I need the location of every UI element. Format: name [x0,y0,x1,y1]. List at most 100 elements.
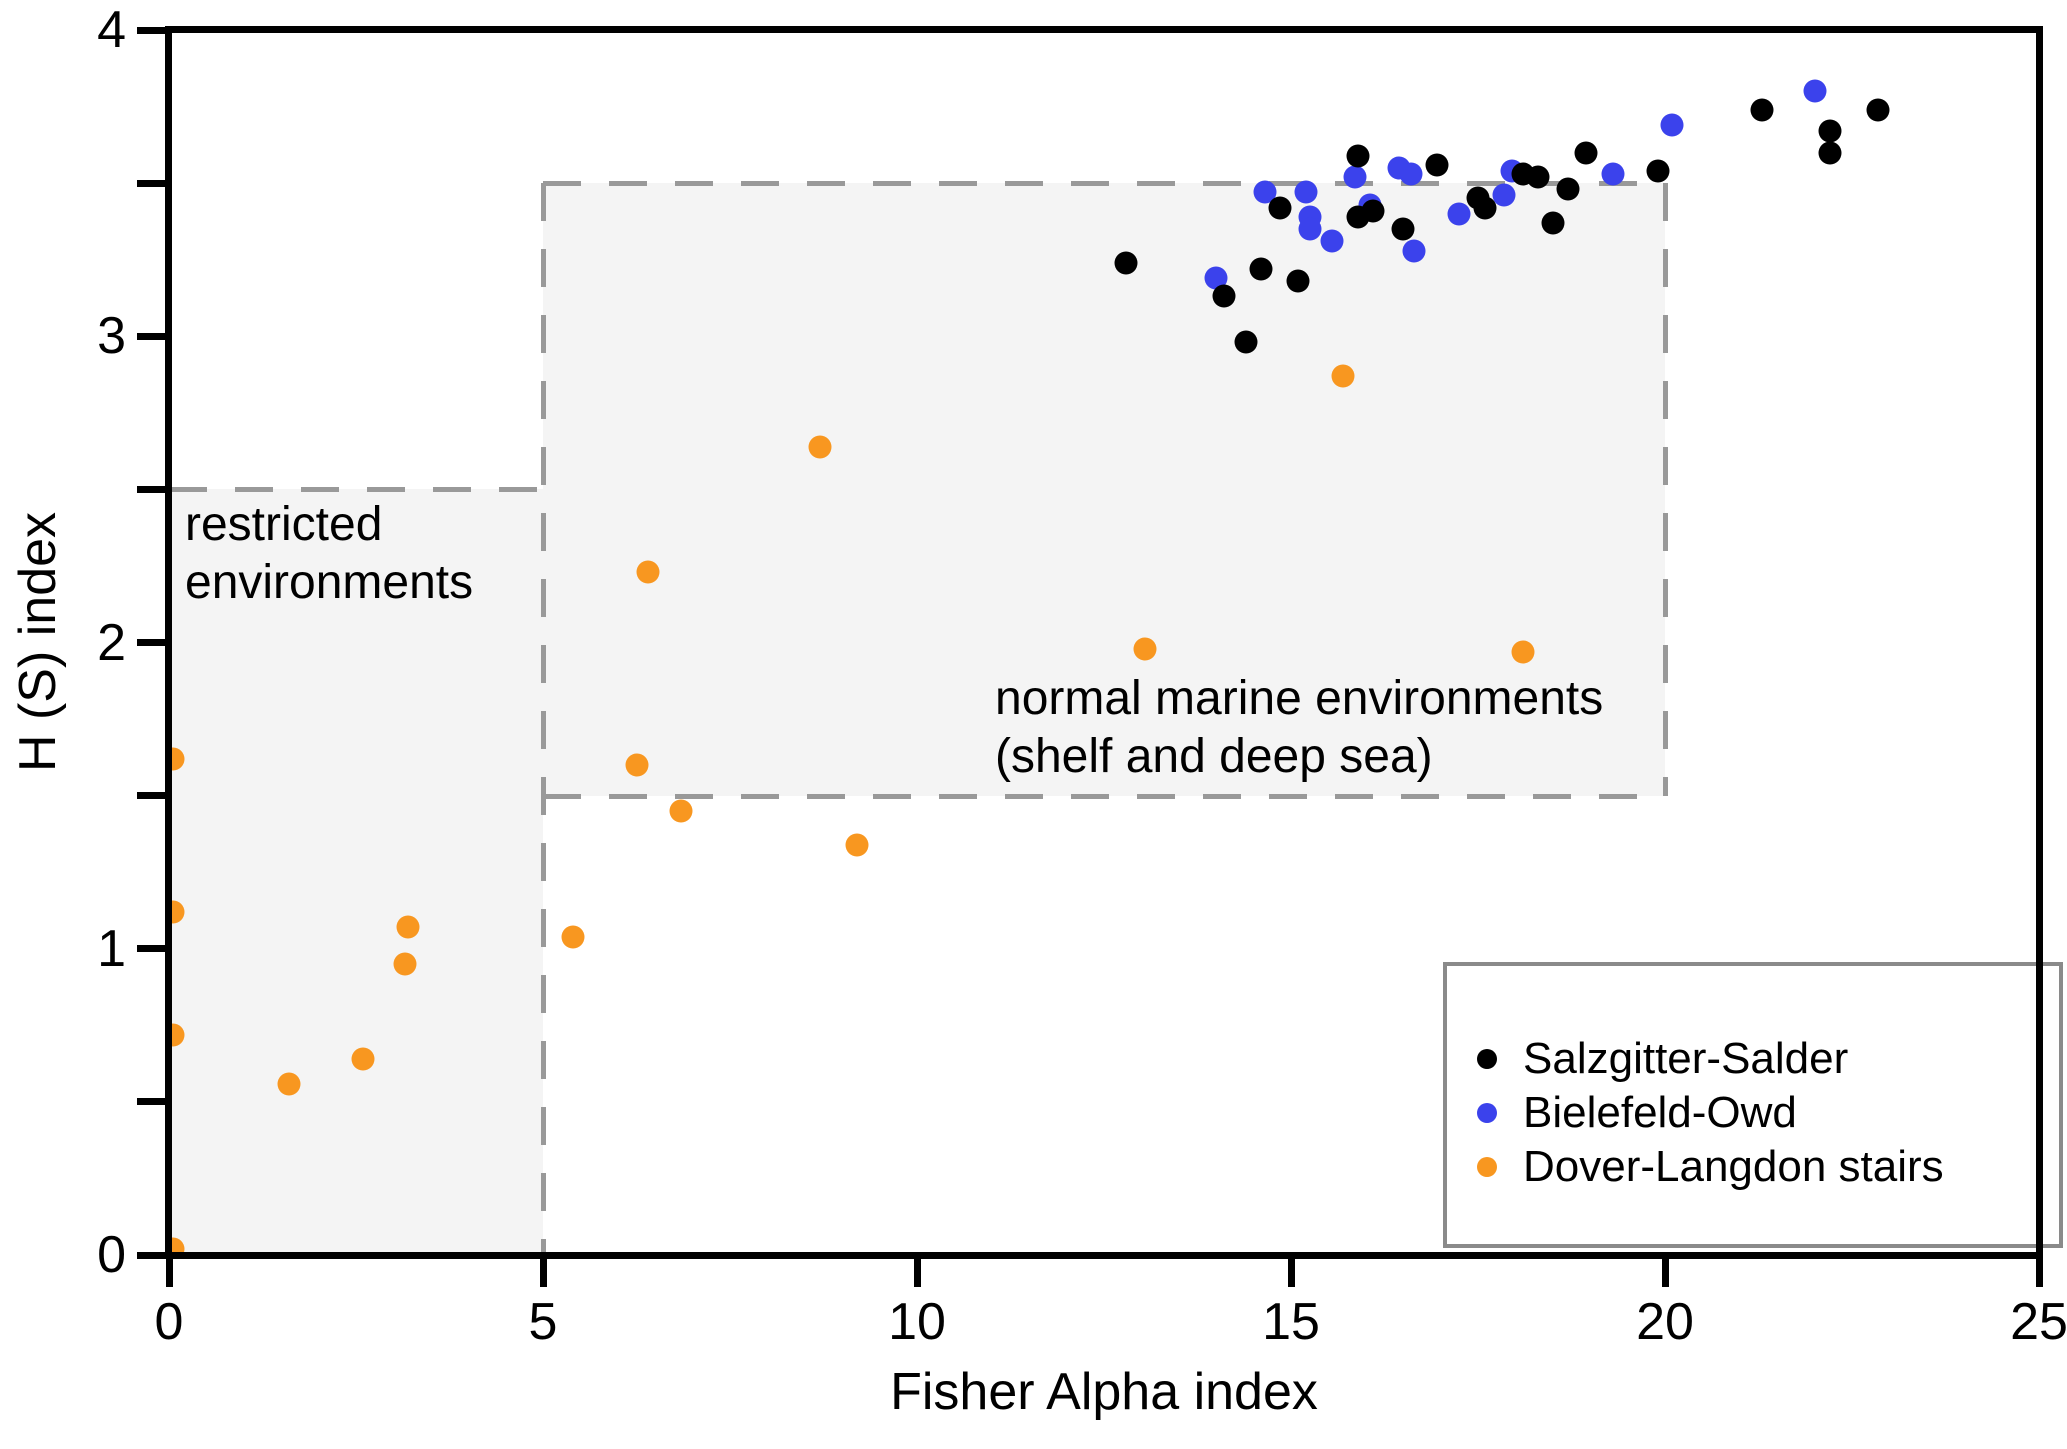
data-point-dover-langdon-stairs [1511,640,1535,664]
data-point-salzgitter-salder [1818,119,1842,143]
legend-item: Salzgitter-Salder [1447,1032,2059,1086]
data-point-bielefeld-owd [1298,217,1322,241]
data-point-dover-langdon-stairs [169,1237,185,1255]
y-tick [137,332,165,340]
data-point-bielefeld-owd [1320,229,1344,253]
legend-item: Dover-Langdon stairs [1447,1140,2059,1194]
x-tick [2035,1259,2043,1287]
data-point-salzgitter-salder [1286,269,1310,293]
data-point-dover-langdon-stairs [1331,364,1355,388]
data-point-salzgitter-salder [1541,211,1565,235]
data-point-bielefeld-owd [1492,183,1516,207]
data-point-bielefeld-owd [1660,113,1684,137]
y-tick-label: 4 [97,1,126,59]
y-tick-label: 2 [97,613,126,672]
data-point-bielefeld-owd [1294,180,1318,204]
data-point-dover-langdon-stairs [808,435,832,458]
x-tick-label: 25 [2010,1293,2067,1351]
data-point-dover-langdon-stairs [351,1047,375,1071]
region-label-line: normal marine environments [995,672,1604,725]
legend-item: Bielefeld-Owd [1447,1086,2059,1140]
data-point-dover-langdon-stairs [1133,637,1157,661]
x-tick-label: 15 [1262,1293,1320,1351]
data-point-salzgitter-salder [1473,196,1497,220]
legend-marker-dot [1477,1049,1497,1069]
data-point-salzgitter-salder [1212,284,1236,308]
region-border-normal-right [1663,183,1668,796]
region-border-vertical-x5 [541,183,546,1255]
x-tick [165,1259,173,1287]
region-border-normal-bottom [543,793,1665,799]
y-tick-label: 1 [97,919,126,978]
data-point-bielefeld-owd [1204,266,1228,290]
y-tick-label: 3 [97,307,126,366]
data-point-salzgitter-salder [1818,141,1842,164]
data-point-salzgitter-salder [1114,251,1138,275]
data-point-dover-langdon-stairs [396,915,420,939]
region-border-normal-top [543,181,1665,187]
x-tick [539,1259,547,1287]
data-point-bielefeld-owd [1803,79,1827,103]
region-normal-marine [543,183,1665,796]
plot-area: restricted environments normal marine env… [169,30,2039,1255]
x-tick-label: 0 [154,1293,184,1351]
data-point-salzgitter-salder [1391,217,1415,241]
x-tick-label: 5 [528,1293,558,1351]
data-point-bielefeld-owd [1402,239,1426,262]
legend-marker-dot [1477,1103,1497,1123]
data-point-bielefeld-owd [1601,162,1625,186]
region-border-restricted-top [169,487,543,493]
region-label-line: (shelf and deep sea) [995,730,1433,783]
data-point-dover-langdon-stairs [561,925,585,948]
region-restricted [169,489,543,1255]
data-point-salzgitter-salder [1866,98,1890,122]
region-label-line: restricted [185,498,383,551]
x-tick [1661,1259,1669,1287]
region-label-restricted-environments: restricted environments [185,496,473,612]
data-point-bielefeld-owd [1399,162,1423,186]
y-tick [137,1251,165,1259]
data-point-salzgitter-salder [1268,196,1292,220]
legend-label: Bielefeld-Owd [1523,1088,1797,1137]
y-tick [137,639,165,646]
data-point-dover-langdon-stairs [169,900,185,924]
y-tick [137,1098,165,1106]
data-point-bielefeld-owd [1343,165,1367,189]
data-point-dover-langdon-stairs [669,799,693,823]
data-point-salzgitter-salder [1556,177,1580,201]
legend: Salzgitter-Salder Bielefeld-Owd Dover-Lang… [1443,962,2063,1248]
data-point-bielefeld-owd [1447,202,1471,226]
region-label-normal-marine-environments: normal marine environments (shelf and dee… [995,670,1603,786]
data-point-dover-langdon-stairs [636,560,660,584]
legend-marker-dot [1477,1157,1497,1177]
y-tick [137,179,165,187]
data-point-salzgitter-salder [1574,141,1598,164]
legend-label: Salzgitter-Salder [1523,1034,1849,1083]
y-tick [137,485,165,493]
data-point-salzgitter-salder [1361,199,1385,223]
data-point-salzgitter-salder [1249,257,1273,281]
y-tick [137,792,165,800]
region-label-line: environments [185,556,474,609]
y-tick [137,26,165,34]
data-point-salzgitter-salder [1526,165,1550,189]
x-axis-title: Fisher Alpha index [890,1363,1318,1421]
x-tick [913,1259,921,1287]
y-tick-label: 0 [97,1226,126,1284]
data-point-salzgitter-salder [1646,159,1670,183]
data-point-salzgitter-salder [1234,330,1258,354]
y-tick [137,945,165,953]
data-point-dover-langdon-stairs [625,753,648,777]
data-point-dover-langdon-stairs [169,747,185,771]
legend-label: Dover-Langdon stairs [1523,1142,1944,1191]
data-point-salzgitter-salder [1750,98,1774,122]
data-point-dover-langdon-stairs [169,1023,185,1046]
x-tick [1287,1259,1295,1287]
data-point-dover-langdon-stairs [277,1072,301,1095]
y-axis-title: H (S) index [9,511,67,773]
data-point-dover-langdon-stairs [845,833,869,857]
data-point-dover-langdon-stairs [393,952,417,976]
data-point-salzgitter-salder [1425,153,1449,177]
data-point-bielefeld-owd [1253,180,1277,204]
